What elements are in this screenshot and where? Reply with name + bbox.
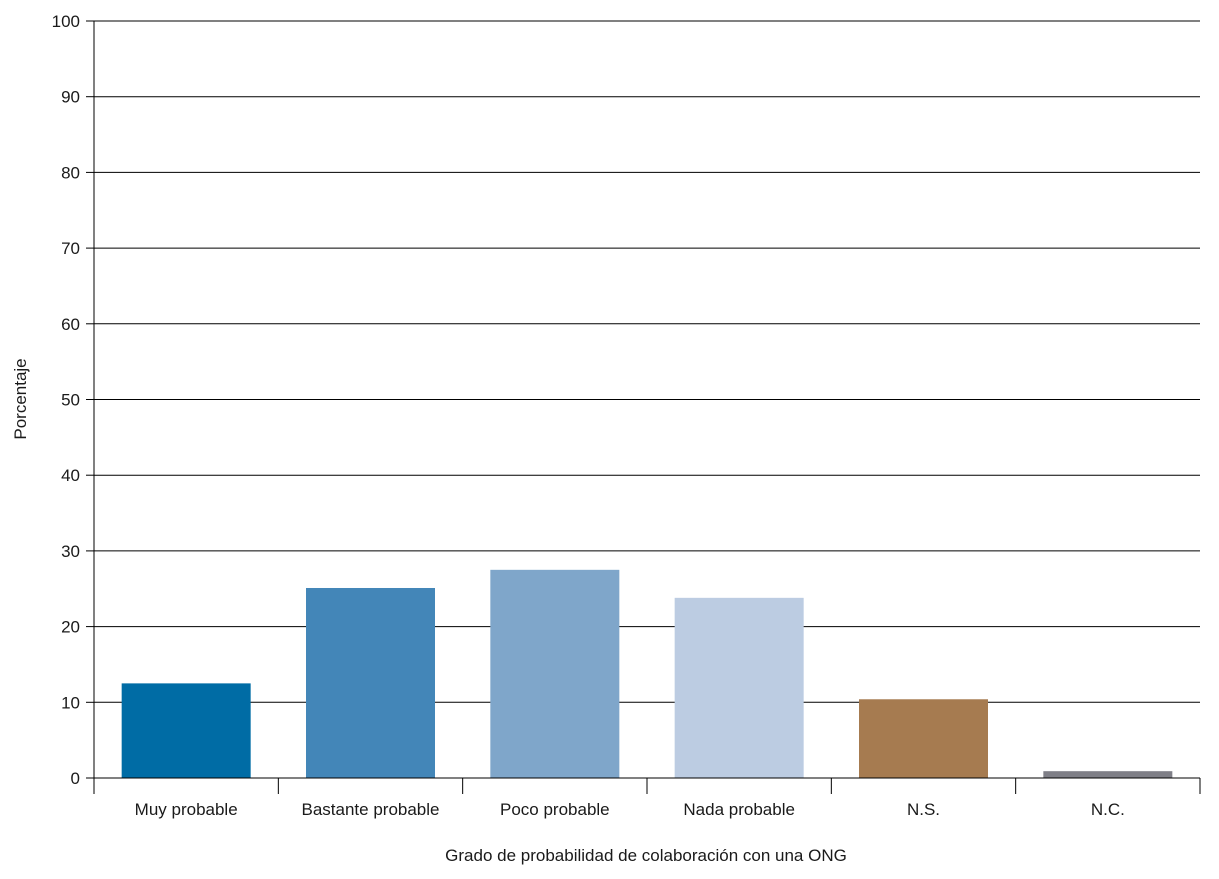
bar-bastante-probable bbox=[306, 587, 435, 778]
y-tick-label: 50 bbox=[61, 391, 80, 410]
x-axis-ticks: Muy probable Bastante probable Poco probab… bbox=[135, 778, 1201, 819]
x-tick-label: Nada probable bbox=[683, 800, 795, 819]
x-tick-label: Bastante probable bbox=[302, 800, 440, 819]
y-tick-label: 30 bbox=[61, 542, 80, 561]
x-tick-label: Poco probable bbox=[500, 800, 610, 819]
bars bbox=[121, 569, 1173, 778]
bar-nada-probable bbox=[674, 597, 804, 778]
bar-n-c bbox=[1043, 771, 1173, 778]
y-tick-label: 0 bbox=[71, 769, 80, 788]
x-axis-title: Grado de probabilidad de colaboración co… bbox=[445, 846, 847, 865]
y-tick-label: 40 bbox=[61, 466, 80, 485]
axes bbox=[93, 21, 1200, 794]
y-tick-label: 10 bbox=[61, 693, 80, 712]
x-tick-label: N.S. bbox=[907, 800, 940, 819]
y-tick-label: 90 bbox=[61, 88, 80, 107]
x-tick-label: Muy probable bbox=[135, 800, 238, 819]
bar-poco-probable bbox=[490, 569, 620, 778]
y-axis-ticks: 0 10 20 30 40 50 60 70 80 90 100 bbox=[52, 12, 94, 788]
gridlines bbox=[94, 20, 1200, 703]
y-tick-label: 80 bbox=[61, 163, 80, 182]
y-tick-label: 100 bbox=[52, 12, 80, 31]
y-tick-label: 70 bbox=[61, 239, 80, 258]
y-tick-label: 60 bbox=[61, 315, 80, 334]
y-tick-label: 20 bbox=[61, 618, 80, 637]
bar-muy-probable bbox=[121, 683, 251, 778]
x-tick-label: N.C. bbox=[1091, 800, 1125, 819]
y-axis-title: Porcentaje bbox=[11, 358, 30, 439]
bar-n-s bbox=[859, 699, 988, 778]
